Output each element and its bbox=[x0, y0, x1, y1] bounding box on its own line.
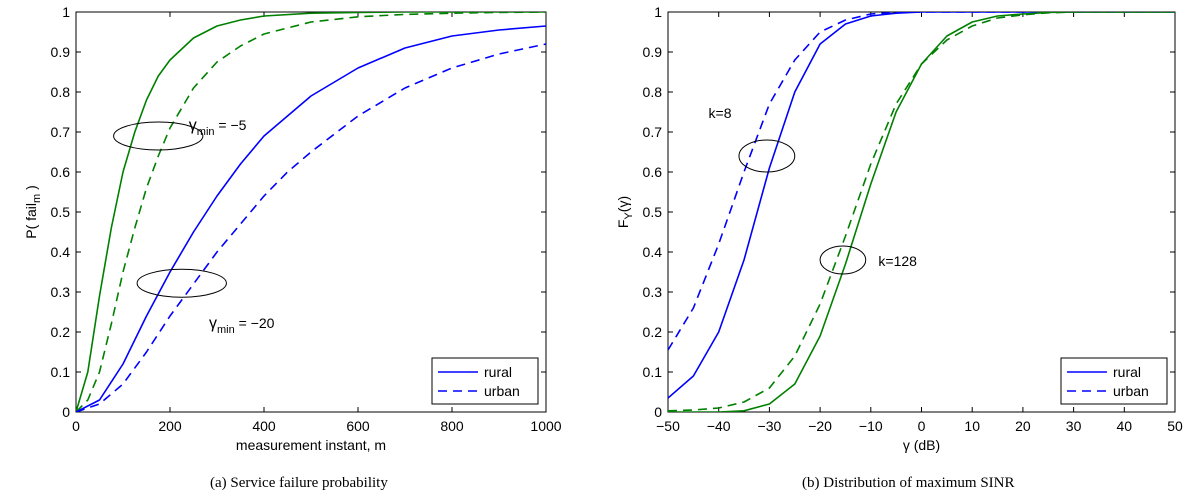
x-tick-label: −40 bbox=[707, 418, 731, 434]
y-tick-label: 0.1 bbox=[51, 364, 71, 380]
y-tick-label: 0.9 bbox=[643, 44, 663, 60]
x-tick-label: 30 bbox=[1066, 418, 1082, 434]
x-tick-label: 800 bbox=[440, 418, 464, 434]
x-tick-label: −20 bbox=[808, 418, 832, 434]
y-tick-label: 0.9 bbox=[51, 44, 71, 60]
annotation-ellipse bbox=[819, 245, 867, 275]
x-tick-label: 200 bbox=[158, 418, 182, 434]
plot-area bbox=[667, 11, 1176, 413]
legend-label-rural: rural bbox=[484, 364, 512, 380]
y-tick-label: 0.7 bbox=[643, 124, 663, 140]
y-tick-label: 0.8 bbox=[51, 84, 71, 100]
x-tick-label: 0 bbox=[918, 418, 926, 434]
series-group bbox=[668, 12, 1175, 412]
y-tick-label: 0.5 bbox=[643, 204, 663, 220]
x-tick-label: −30 bbox=[758, 418, 782, 434]
series-line-1 bbox=[668, 12, 1175, 399]
x-tick-label: 20 bbox=[1015, 418, 1031, 434]
y-tick-label: 0.7 bbox=[51, 124, 71, 140]
x-axis-label: γ (dB) bbox=[903, 437, 940, 453]
y-tick-label: 0.1 bbox=[643, 364, 663, 380]
annotation-ellipse bbox=[738, 139, 796, 173]
legend-label-urban: urban bbox=[484, 383, 520, 399]
x-tick-label: 50 bbox=[1167, 418, 1183, 434]
legend-label-rural: rural bbox=[1113, 364, 1141, 380]
annotation-label: γmin = −20 bbox=[209, 315, 275, 336]
y-tick-label: 0.2 bbox=[51, 324, 71, 340]
series-line-3 bbox=[668, 12, 1175, 412]
annotation-ellipse bbox=[136, 268, 227, 298]
y-tick-label: 1 bbox=[654, 4, 662, 20]
chart-b: −50 −40 −30 −20 −10 0 10 20 30 40 50 0 0.1 0.2 0.3 0.4 0… bbox=[615, 4, 1183, 453]
x-tick-label: 600 bbox=[346, 418, 370, 434]
series-line-4 bbox=[668, 12, 1175, 412]
x-tick-label: 1000 bbox=[530, 418, 561, 434]
y-tick-label: 0 bbox=[654, 404, 662, 420]
annotation-label: k=8 bbox=[709, 105, 732, 121]
series-group bbox=[76, 12, 546, 412]
annotation-label: γmin = −5 bbox=[189, 117, 247, 138]
y-axis-label: FY(γ) bbox=[615, 196, 635, 228]
x-axis-label: measurement instant, m bbox=[236, 437, 386, 453]
caption-b: (b) Distribution of maximum SINR bbox=[802, 475, 1015, 491]
x-tick-label: 40 bbox=[1117, 418, 1133, 434]
legend-label-urban: urban bbox=[1113, 383, 1149, 399]
x-tick-label: −10 bbox=[859, 418, 883, 434]
y-tick-label: 0.3 bbox=[51, 284, 71, 300]
y-tick-label: 0.4 bbox=[51, 244, 71, 260]
y-tick-label: 0.6 bbox=[51, 164, 71, 180]
series-line-3 bbox=[76, 25, 546, 412]
annotation-ellipse bbox=[113, 121, 204, 151]
y-tick-label: 0.3 bbox=[643, 284, 663, 300]
x-tick-label: 10 bbox=[964, 418, 980, 434]
y-tick-label: 0.4 bbox=[643, 244, 663, 260]
series-line-4 bbox=[76, 43, 546, 412]
legend-box bbox=[431, 357, 539, 405]
y-tick-label: 1 bbox=[62, 4, 70, 20]
y-tick-label: 0.8 bbox=[643, 84, 663, 100]
series-line-1 bbox=[76, 12, 546, 412]
x-tick-label: 400 bbox=[252, 418, 276, 434]
legend-box bbox=[1060, 357, 1168, 405]
x-tick-label: −50 bbox=[656, 418, 680, 434]
y-axis-label: P( failm ) bbox=[23, 185, 43, 239]
y-tick-label: 0 bbox=[62, 404, 70, 420]
x-tick-label: 0 bbox=[72, 418, 80, 434]
chart-a: 0 200 400 600 800 1000 0 0.1 0.2 0.3 0.4 0.5 0.6 0.7 0… bbox=[23, 4, 562, 453]
plot-area bbox=[75, 11, 547, 413]
series-line-2 bbox=[76, 12, 546, 412]
caption-a: (a) Service failure probability bbox=[210, 475, 388, 491]
series-line-2 bbox=[668, 12, 1175, 351]
y-tick-label: 0.2 bbox=[643, 324, 663, 340]
y-tick-label: 0.5 bbox=[51, 204, 71, 220]
y-tick-label: 0.6 bbox=[643, 164, 663, 180]
annotation-label: k=128 bbox=[878, 253, 917, 269]
